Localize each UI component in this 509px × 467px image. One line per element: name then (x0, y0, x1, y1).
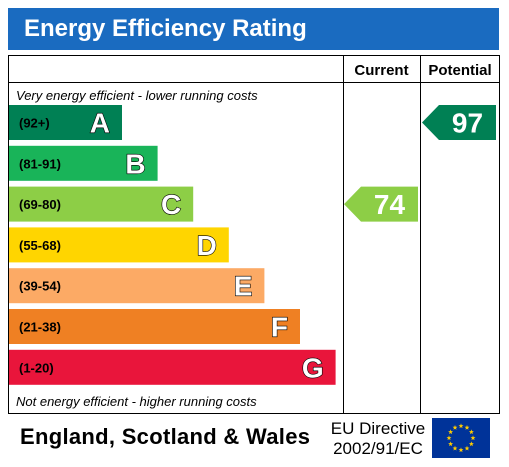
title-bar: Energy Efficiency Rating (8, 8, 499, 50)
footer-country: England, Scotland & Wales (20, 424, 311, 449)
eu-star (446, 435, 452, 441)
eu-directive-line1: EU Directive (330, 419, 426, 438)
band-b-letter: B (125, 148, 145, 179)
band-e-range: (39-54) (19, 279, 61, 294)
current-column-header: Current (354, 62, 408, 79)
eu-star (468, 429, 474, 435)
eu-directive: EU Directive 2002/91/EC (326, 419, 430, 459)
chart-frame (8, 55, 500, 414)
band-d-letter: D (197, 230, 217, 261)
current-rating-arrow (344, 186, 418, 222)
band-e-bar (9, 268, 265, 304)
eu-star (458, 423, 464, 429)
eu-directive-line2: 2002/91/EC (333, 439, 423, 458)
current-rating-value: 74 (374, 189, 406, 220)
rating-indicators: 74 97 (344, 105, 496, 222)
band-d-bar (9, 227, 229, 263)
eu-star (470, 435, 476, 441)
potential-rating-arrow (422, 105, 496, 140)
eu-star (458, 447, 464, 453)
eu-star (452, 445, 458, 451)
chart-title: Energy Efficiency Rating (24, 15, 307, 42)
bottom-note: Not energy efficient - higher running co… (16, 394, 257, 409)
band-a-range: (92+) (19, 116, 50, 131)
band-g-bar (9, 349, 336, 385)
eu-star (452, 425, 458, 430)
band-e-letter: E (234, 271, 253, 302)
band-g-letter: G (302, 352, 324, 383)
band-b-range: (81-91) (19, 156, 61, 171)
eu-star (464, 445, 470, 451)
band-c-range: (69-80) (19, 197, 61, 212)
band-f-range: (21-38) (19, 320, 61, 335)
eu-star (468, 441, 474, 447)
potential-rating-value: 97 (452, 108, 483, 139)
band-c-bar (9, 186, 194, 222)
band-f-bar (9, 309, 300, 344)
band-g-range: (1-20) (19, 360, 54, 375)
band-f-letter: F (271, 312, 288, 343)
band-a-bar (9, 105, 122, 140)
eu-star (448, 429, 454, 435)
eu-flag-icon (432, 418, 490, 458)
potential-column-header: Potential (428, 62, 491, 79)
band-d-range: (55-68) (19, 238, 61, 253)
band-a-letter: A (90, 108, 110, 139)
rating-bands: (92+) A (81-91) B (69-80) C (55-68) D (39-54) E (2… (9, 105, 336, 385)
band-c-letter: C (161, 189, 181, 220)
band-b-bar (9, 145, 158, 181)
eu-star (448, 441, 454, 447)
eu-star (464, 425, 470, 430)
top-note: Very energy efficient - lower running co… (16, 88, 258, 103)
